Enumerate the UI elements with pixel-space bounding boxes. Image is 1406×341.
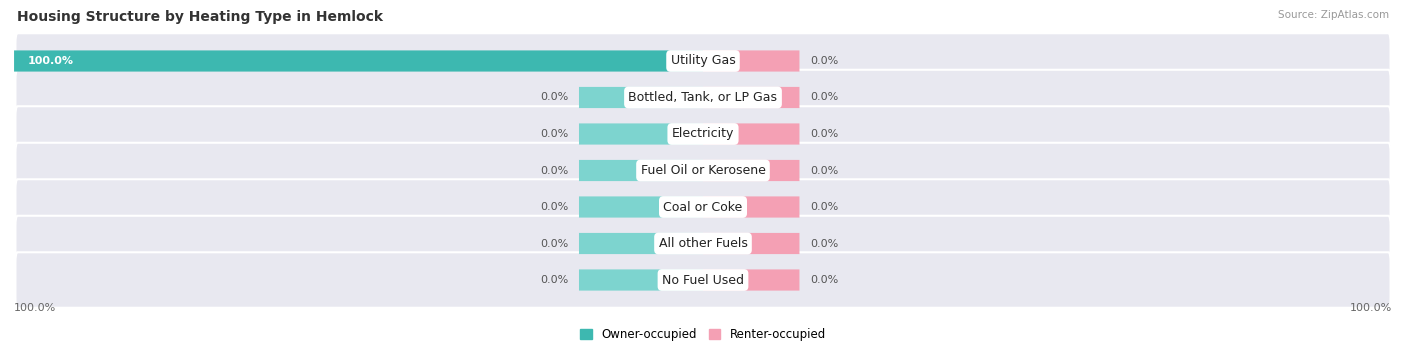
FancyBboxPatch shape (15, 216, 1391, 271)
Text: Housing Structure by Heating Type in Hemlock: Housing Structure by Heating Type in Hem… (17, 10, 382, 24)
Text: 100.0%: 100.0% (28, 56, 75, 66)
FancyBboxPatch shape (579, 196, 703, 218)
Text: Utility Gas: Utility Gas (671, 55, 735, 68)
Text: 0.0%: 0.0% (540, 165, 568, 176)
FancyBboxPatch shape (15, 143, 1391, 198)
FancyBboxPatch shape (579, 160, 703, 181)
Text: Electricity: Electricity (672, 128, 734, 140)
Text: 0.0%: 0.0% (810, 202, 838, 212)
Text: 0.0%: 0.0% (540, 238, 568, 249)
FancyBboxPatch shape (703, 233, 800, 254)
FancyBboxPatch shape (703, 160, 800, 181)
FancyBboxPatch shape (579, 87, 703, 108)
FancyBboxPatch shape (15, 252, 1391, 308)
Text: 0.0%: 0.0% (540, 275, 568, 285)
Text: 100.0%: 100.0% (14, 302, 56, 313)
Text: Source: ZipAtlas.com: Source: ZipAtlas.com (1278, 10, 1389, 20)
Text: 0.0%: 0.0% (810, 129, 838, 139)
Text: No Fuel Used: No Fuel Used (662, 273, 744, 286)
Text: 0.0%: 0.0% (810, 56, 838, 66)
FancyBboxPatch shape (703, 123, 800, 145)
Text: All other Fuels: All other Fuels (658, 237, 748, 250)
FancyBboxPatch shape (15, 33, 1391, 89)
Text: Coal or Coke: Coal or Coke (664, 201, 742, 213)
Text: 0.0%: 0.0% (810, 92, 838, 103)
Text: 0.0%: 0.0% (540, 92, 568, 103)
FancyBboxPatch shape (703, 269, 800, 291)
FancyBboxPatch shape (703, 196, 800, 218)
Text: Fuel Oil or Kerosene: Fuel Oil or Kerosene (641, 164, 765, 177)
FancyBboxPatch shape (579, 269, 703, 291)
FancyBboxPatch shape (14, 50, 703, 72)
FancyBboxPatch shape (579, 123, 703, 145)
Text: 0.0%: 0.0% (810, 238, 838, 249)
FancyBboxPatch shape (15, 70, 1391, 125)
Text: 0.0%: 0.0% (540, 129, 568, 139)
Text: 0.0%: 0.0% (810, 165, 838, 176)
FancyBboxPatch shape (15, 179, 1391, 235)
Legend: Owner-occupied, Renter-occupied: Owner-occupied, Renter-occupied (579, 328, 827, 341)
Text: 0.0%: 0.0% (810, 275, 838, 285)
Text: Bottled, Tank, or LP Gas: Bottled, Tank, or LP Gas (628, 91, 778, 104)
Text: 100.0%: 100.0% (1350, 302, 1392, 313)
Text: 0.0%: 0.0% (540, 202, 568, 212)
FancyBboxPatch shape (703, 87, 800, 108)
FancyBboxPatch shape (579, 233, 703, 254)
FancyBboxPatch shape (15, 106, 1391, 162)
FancyBboxPatch shape (703, 50, 800, 72)
